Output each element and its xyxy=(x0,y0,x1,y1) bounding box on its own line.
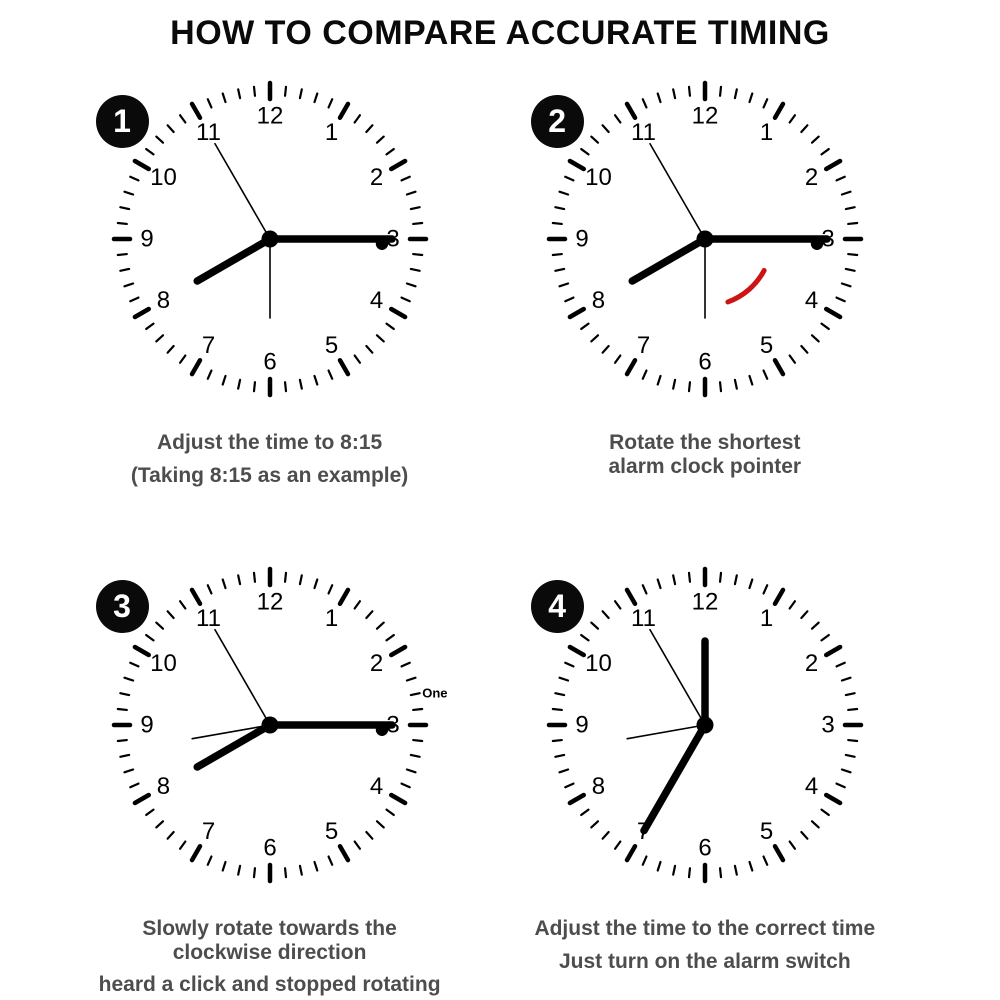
svg-text:2: 2 xyxy=(805,164,818,191)
svg-text:9: 9 xyxy=(140,712,153,739)
svg-text:4: 4 xyxy=(805,773,818,800)
svg-text:1: 1 xyxy=(324,119,337,146)
svg-text:7: 7 xyxy=(201,332,214,359)
svg-text:12: 12 xyxy=(691,103,718,130)
svg-text:One: One xyxy=(422,686,447,701)
svg-text:6: 6 xyxy=(263,349,276,376)
svg-text:2: 2 xyxy=(369,164,382,191)
svg-text:4: 4 xyxy=(805,287,818,314)
svg-text:5: 5 xyxy=(324,332,337,359)
svg-text:2: 2 xyxy=(369,650,382,677)
svg-text:10: 10 xyxy=(150,650,177,677)
svg-text:1: 1 xyxy=(760,605,773,632)
svg-text:6: 6 xyxy=(698,349,711,376)
svg-text:5: 5 xyxy=(760,818,773,845)
svg-text:5: 5 xyxy=(324,818,337,845)
svg-text:1: 1 xyxy=(324,605,337,632)
svg-text:8: 8 xyxy=(592,773,605,800)
svg-text:1: 1 xyxy=(760,119,773,146)
svg-text:4: 4 xyxy=(369,287,382,314)
svg-text:2: 2 xyxy=(805,650,818,677)
svg-text:10: 10 xyxy=(585,650,612,677)
svg-text:11: 11 xyxy=(196,605,221,632)
svg-text:11: 11 xyxy=(196,119,221,146)
svg-text:4: 4 xyxy=(369,773,382,800)
svg-text:3: 3 xyxy=(821,712,834,739)
svg-text:6: 6 xyxy=(698,835,711,862)
svg-text:12: 12 xyxy=(691,589,718,616)
svg-text:8: 8 xyxy=(592,287,605,314)
svg-text:9: 9 xyxy=(575,712,588,739)
svg-text:12: 12 xyxy=(256,103,283,130)
svg-text:6: 6 xyxy=(263,835,276,862)
svg-text:11: 11 xyxy=(631,119,656,146)
svg-text:5: 5 xyxy=(760,332,773,359)
svg-text:9: 9 xyxy=(575,226,588,253)
svg-text:8: 8 xyxy=(156,287,169,314)
svg-text:11: 11 xyxy=(631,605,656,632)
svg-text:9: 9 xyxy=(140,226,153,253)
svg-text:7: 7 xyxy=(637,332,650,359)
svg-text:12: 12 xyxy=(256,589,283,616)
svg-text:8: 8 xyxy=(156,773,169,800)
svg-text:7: 7 xyxy=(201,818,214,845)
svg-text:10: 10 xyxy=(150,164,177,191)
svg-text:10: 10 xyxy=(585,164,612,191)
